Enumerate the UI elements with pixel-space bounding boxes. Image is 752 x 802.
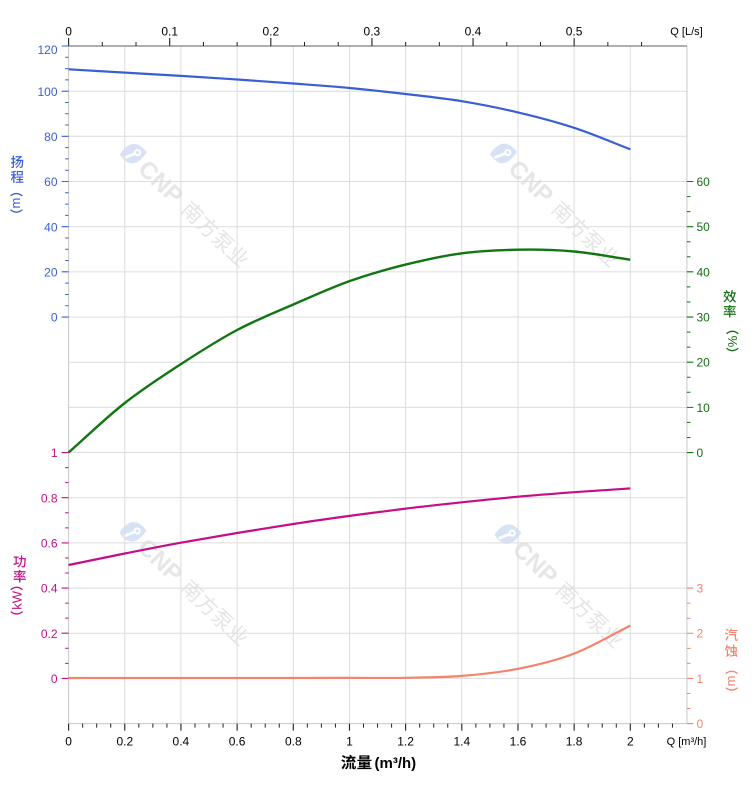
svg-text:1.8: 1.8 [566,735,583,749]
svg-text:30: 30 [697,310,711,324]
svg-text:1: 1 [51,446,58,460]
svg-text:0.2: 0.2 [116,735,133,749]
svg-text:40: 40 [44,220,58,234]
svg-text:0.3: 0.3 [364,25,381,39]
svg-text:0.4: 0.4 [465,25,482,39]
svg-text:60: 60 [44,175,58,189]
svg-text:80: 80 [44,130,58,144]
svg-text:Q [m³/h]: Q [m³/h] [667,736,707,748]
svg-text:40: 40 [697,265,711,279]
svg-text:0.6: 0.6 [229,735,246,749]
svg-text:Q [L/s]: Q [L/s] [670,26,702,38]
svg-text:1: 1 [697,672,704,686]
svg-text:1.6: 1.6 [510,735,527,749]
svg-text:100: 100 [37,85,57,99]
svg-text:3: 3 [697,582,704,596]
svg-text:20: 20 [44,266,58,280]
svg-text:1.4: 1.4 [453,735,470,749]
svg-text:120: 120 [37,43,57,57]
svg-text:2: 2 [627,735,634,749]
svg-text:kW: kW [9,590,24,610]
svg-text:m: m [723,676,738,687]
svg-text:0: 0 [51,672,58,686]
svg-text:20: 20 [697,356,711,370]
svg-text:50: 50 [697,220,711,234]
svg-text:0.8: 0.8 [285,735,302,749]
svg-text:0: 0 [65,735,72,749]
svg-text:1.2: 1.2 [397,735,414,749]
svg-text:0.1: 0.1 [161,25,178,39]
svg-text:0: 0 [65,25,72,39]
svg-text:m: m [8,198,23,209]
svg-text:0.2: 0.2 [262,25,279,39]
svg-text:%: % [725,335,740,347]
svg-text:0: 0 [51,311,58,325]
svg-text:0.4: 0.4 [173,735,190,749]
svg-text:0.6: 0.6 [41,537,58,551]
svg-text:10: 10 [697,401,711,415]
svg-text:0: 0 [697,717,704,731]
svg-text:0.4: 0.4 [41,582,58,596]
svg-text:0.5: 0.5 [566,25,583,39]
svg-text:60: 60 [697,175,711,189]
svg-text:0: 0 [697,446,704,460]
svg-text:1: 1 [346,735,353,749]
svg-text:0.2: 0.2 [41,627,58,641]
svg-text:(m³/h): (m³/h) [375,755,417,772]
svg-text:0.8: 0.8 [41,491,58,505]
svg-text:2: 2 [697,627,704,641]
